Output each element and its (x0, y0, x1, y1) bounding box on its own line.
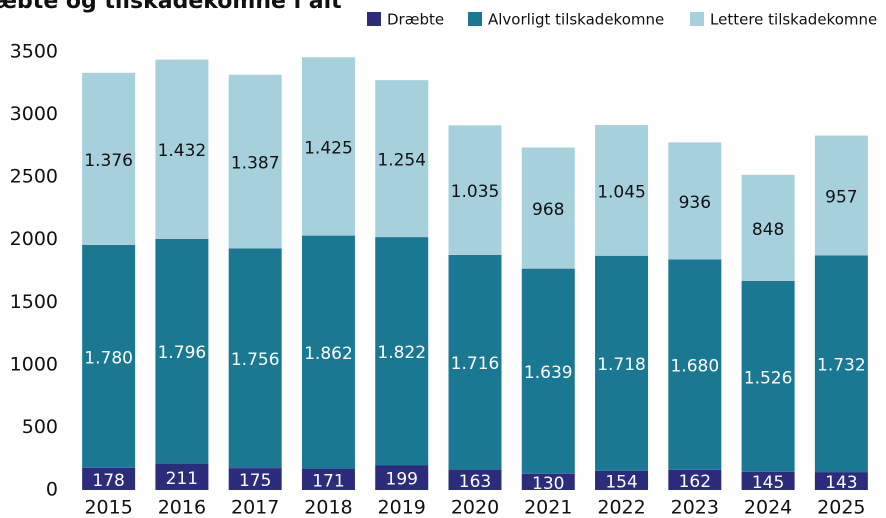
bar-segment (448, 254, 502, 470)
bar-segment (155, 238, 209, 464)
data-label: 162 (679, 472, 711, 492)
data-label: 1.526 (744, 368, 793, 388)
y-tick-label: 500 (22, 416, 58, 438)
data-label: 1.254 (377, 151, 426, 171)
bar-segment (228, 248, 282, 469)
data-label: 1.035 (451, 182, 500, 202)
bar-segment (155, 463, 209, 490)
x-tick-label: 2018 (304, 497, 352, 518)
data-label: 1.862 (304, 344, 353, 364)
x-tick-label: 2016 (158, 497, 206, 518)
x-tick-label: 2017 (231, 497, 279, 518)
data-label: 178 (92, 471, 124, 491)
y-tick-label: 3500 (10, 41, 58, 63)
bar-segment (301, 57, 355, 236)
bar-segment (668, 259, 722, 470)
legend-swatch (690, 12, 704, 26)
data-label: 957 (825, 187, 857, 207)
x-tick-label: 2025 (817, 497, 865, 518)
bar-segment (375, 237, 429, 466)
bar-segment (228, 468, 282, 490)
y-tick-label: 1500 (10, 291, 58, 313)
legend-swatch (468, 12, 482, 26)
legend-label: Alvorligt tilskadekomne (488, 11, 664, 29)
bar-segment (82, 244, 136, 468)
y-tick-label: 2500 (10, 166, 58, 188)
bar-segment (595, 124, 649, 256)
data-label: 175 (239, 471, 271, 491)
data-label: 1.376 (84, 151, 133, 171)
chart-title: æbte og tilskadekomne i alt (0, 0, 342, 14)
legend-label: Dræbte (387, 11, 444, 29)
data-label: 1.718 (597, 355, 646, 375)
bar-segment (741, 174, 795, 281)
data-label: 163 (459, 472, 491, 492)
data-label: 1.425 (304, 138, 353, 158)
data-label: 1.796 (158, 343, 207, 363)
bar-segment (595, 255, 649, 471)
legend-swatch (367, 12, 381, 26)
x-tick-label: 2021 (524, 497, 572, 518)
bar-segment (228, 74, 282, 249)
data-label: 1.716 (451, 354, 500, 374)
bar-segment (741, 280, 795, 472)
bar-segment (521, 268, 575, 474)
data-label: 1.639 (524, 363, 573, 383)
bar-segment (301, 468, 355, 490)
data-label: 848 (752, 220, 784, 240)
y-tick-label: 1000 (10, 353, 58, 375)
bar-segment (155, 59, 209, 239)
bar-segment (375, 465, 429, 490)
data-label: 1.680 (670, 357, 719, 377)
x-tick-label: 2023 (671, 497, 719, 518)
bar-segment (521, 147, 575, 269)
data-label: 145 (752, 473, 784, 493)
bar-segment (448, 125, 502, 255)
bar-segment (814, 472, 868, 490)
x-tick-label: 2019 (378, 497, 426, 518)
data-label: 1.432 (158, 141, 207, 161)
bar-segment (668, 469, 722, 490)
bar-segment (82, 467, 136, 490)
data-label: 1.387 (231, 154, 280, 174)
legend-label: Lettere tilskadekomne (710, 11, 877, 29)
data-label: 1.732 (817, 356, 866, 376)
x-tick-label: 2022 (597, 497, 645, 518)
bar-segment (814, 135, 868, 256)
data-label: 130 (532, 474, 564, 494)
data-label: 1.045 (597, 182, 646, 202)
x-tick-label: 2024 (744, 497, 792, 518)
bar-segment (595, 470, 649, 490)
bar-segment (82, 72, 136, 245)
data-label: 1.822 (377, 343, 426, 363)
x-tick-label: 2015 (84, 497, 132, 518)
y-tick-label: 3000 (10, 103, 58, 125)
data-label: 154 (605, 472, 637, 492)
bar-segment (668, 142, 722, 260)
y-tick-label: 2000 (10, 228, 58, 250)
bar-segment (301, 235, 355, 469)
bar-segment (741, 471, 795, 490)
data-label: 1.780 (84, 348, 133, 368)
data-label: 211 (166, 469, 198, 489)
data-label: 1.756 (231, 350, 280, 370)
data-label: 968 (532, 200, 564, 220)
y-tick-label: 0 (46, 479, 58, 501)
bar-segment (814, 255, 868, 473)
bar-segment (448, 469, 502, 490)
data-label: 143 (825, 473, 857, 493)
bar-segment (375, 80, 429, 238)
bar-segment (521, 473, 575, 490)
data-label: 936 (679, 193, 711, 213)
data-label: 199 (386, 470, 418, 490)
x-tick-label: 2020 (451, 497, 499, 518)
data-label: 171 (312, 471, 344, 491)
